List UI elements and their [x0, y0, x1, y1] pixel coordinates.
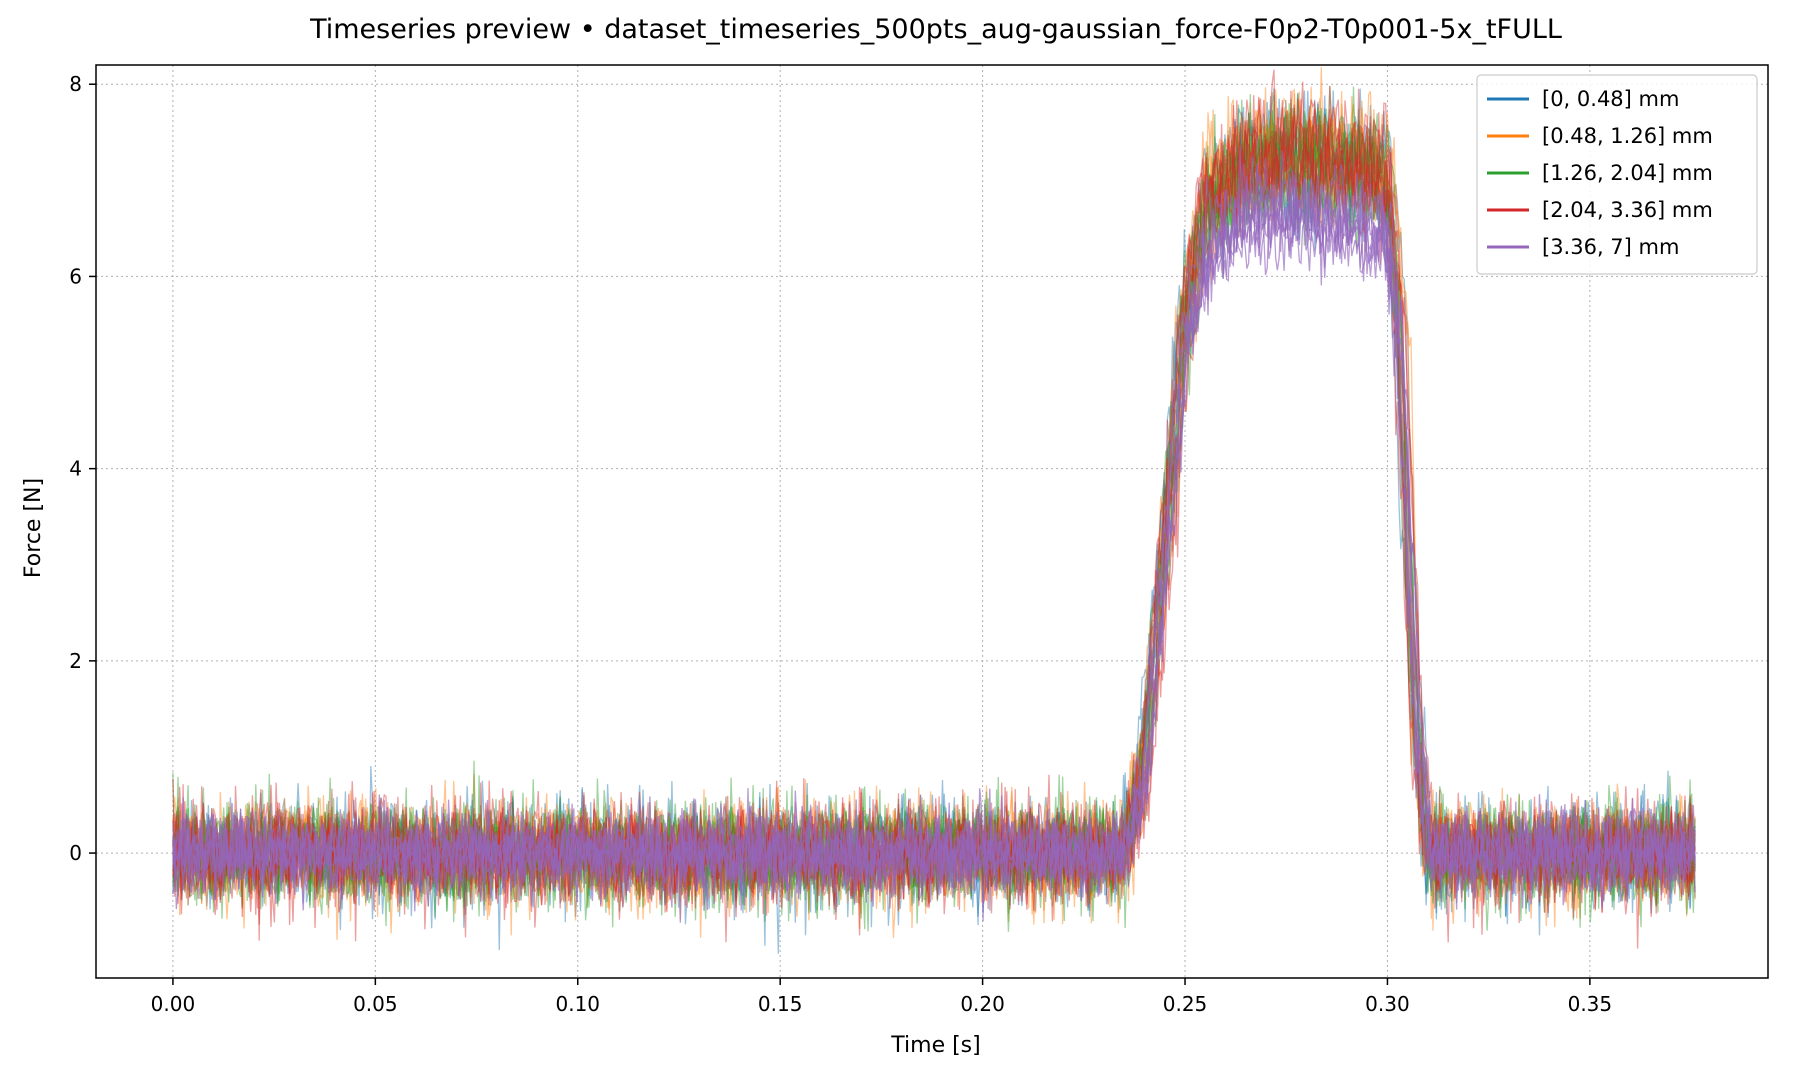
y-tick-label: 8: [69, 72, 82, 96]
y-tick-label: 6: [69, 264, 82, 288]
x-tick-label: 0.10: [555, 992, 600, 1016]
x-tick-label: 0.20: [960, 992, 1005, 1016]
x-tick-label: 0.05: [353, 992, 398, 1016]
x-tick-label: 0.35: [1568, 992, 1613, 1016]
plot-frame: [95, 64, 1769, 979]
x-tick-label: 0.25: [1163, 992, 1208, 1016]
axes-layer: 0.00 0.05 0.10 0.15 0.20 0.25 0.30 0.35 0 2 4 6 8: [69, 64, 1769, 1016]
legend-label: [0.48, 1.26] mm: [1542, 124, 1713, 148]
x-tick-label: 0.15: [758, 992, 803, 1016]
x-tick-label: 0.00: [151, 992, 196, 1016]
legend-label: [2.04, 3.36] mm: [1542, 198, 1713, 222]
y-tick-label: 0: [69, 841, 82, 865]
legend-label: [0, 0.48] mm: [1542, 87, 1679, 111]
series-line-5: [172, 177, 1696, 912]
y-tick-label: 2: [69, 649, 82, 673]
legend: [0, 0.48] mm [0.48, 1.26] mm [1.26, 2.04] …: [1476, 74, 1758, 275]
x-tick-label: 0.30: [1365, 992, 1410, 1016]
series-line-1: [172, 88, 1696, 931]
series-line-5: [172, 146, 1696, 911]
y-axis-label: Force [N]: [21, 478, 46, 578]
legend-label: [3.36, 7] mm: [1542, 235, 1679, 259]
y-tick-label: 4: [69, 457, 82, 481]
x-axis-label: Time [s]: [890, 1033, 980, 1058]
legend-label: [1.26, 2.04] mm: [1542, 161, 1713, 185]
legend-box: [1476, 74, 1758, 275]
series-line-5: [172, 177, 1696, 923]
chart-title: Timeseries preview • dataset_timeseries_…: [309, 14, 1562, 45]
series-layer: [172, 67, 1696, 954]
